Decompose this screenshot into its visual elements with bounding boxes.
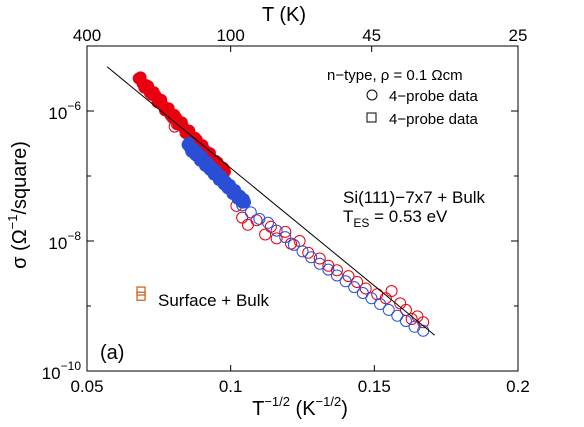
data-point-series-1 bbox=[322, 263, 335, 276]
data-point-series-1 bbox=[287, 238, 300, 251]
data-point-series-1 bbox=[279, 231, 292, 244]
data-point-series-0 bbox=[236, 211, 249, 224]
top-tick-label: 45 bbox=[362, 26, 381, 45]
data-point-series-1 bbox=[348, 281, 361, 294]
y-axis-title: σ (Ω−1/square) bbox=[5, 141, 31, 269]
y-tick-label: 10−10 bbox=[42, 359, 82, 383]
top-tick-label: 25 bbox=[509, 26, 528, 45]
x-axis-title: T−1/2 (K−1/2) bbox=[252, 394, 348, 420]
data-point-series-0 bbox=[170, 118, 183, 130]
data-point-series-1-dense bbox=[239, 196, 252, 209]
data-point-series-0 bbox=[405, 313, 418, 325]
legend-entry-circle: 4−probe data bbox=[389, 88, 478, 105]
plot-frame bbox=[86, 45, 519, 372]
data-point-series-1 bbox=[408, 320, 421, 333]
data-point-series-1 bbox=[399, 314, 412, 327]
data-point-series-1 bbox=[270, 224, 283, 237]
annotation-surface-bulk: Surface + Bulk bbox=[158, 291, 270, 310]
data-point-series-1 bbox=[356, 287, 369, 299]
annotation-bulk-title: Si(111)−7x7 + Bulk bbox=[343, 188, 486, 207]
x-tick-label: 0.15 bbox=[358, 377, 391, 396]
top-tick-label: 100 bbox=[216, 26, 244, 45]
data-point-series-1 bbox=[313, 257, 326, 270]
activation-fit-line bbox=[106, 66, 435, 336]
data-point-series-1 bbox=[262, 216, 275, 229]
x-tick-label: 0.1 bbox=[219, 377, 243, 396]
axis-ticks: 0.05 0.1 0.15 0.2 400 100 45 25 10−10 10−8 10−6 bbox=[42, 26, 530, 396]
data-point-series-1 bbox=[236, 199, 249, 212]
data-point-series-0 bbox=[313, 252, 326, 265]
data-point-series-1 bbox=[374, 298, 387, 311]
x-tick-label: 0.05 bbox=[70, 377, 103, 396]
y-tick-label: 10−8 bbox=[48, 229, 81, 253]
data-point-series-1 bbox=[244, 206, 257, 219]
data-point-series-1 bbox=[391, 309, 404, 322]
y-tick-label: 10−6 bbox=[48, 99, 81, 123]
data-point-series-1 bbox=[305, 251, 318, 264]
data-point-series-0 bbox=[279, 225, 292, 238]
legend: n−type, ρ = 0.1 Ωcm 4−probe data 4−probe… bbox=[327, 67, 478, 128]
top-axis-title: T (K) bbox=[262, 4, 306, 26]
x-tick-label: 0.2 bbox=[506, 377, 530, 396]
data-point-series-0 bbox=[259, 228, 272, 241]
data-point-series-2 bbox=[136, 286, 146, 296]
legend-circle-marker bbox=[366, 89, 378, 101]
data-point-series-1 bbox=[330, 269, 343, 282]
annotation-activation-energy: TES = 0.53 eV bbox=[343, 207, 448, 230]
data-point-series-1 bbox=[339, 275, 352, 288]
data-point-series-1 bbox=[417, 324, 430, 337]
data-point-series-1 bbox=[253, 212, 266, 225]
data-point-series-0 bbox=[270, 232, 283, 245]
legend-square-marker bbox=[366, 112, 377, 123]
legend-title: n−type, ρ = 0.1 Ωcm bbox=[327, 67, 463, 84]
top-tick-label: 400 bbox=[73, 26, 101, 45]
legend-entry-square: 4−probe data bbox=[389, 111, 478, 128]
data-point-series-1 bbox=[365, 292, 378, 305]
data-point-series-1 bbox=[382, 303, 395, 316]
data-series bbox=[132, 71, 430, 337]
panel-label: (a) bbox=[100, 342, 124, 364]
data-point-series-0 bbox=[241, 218, 254, 231]
data-point-series-0 bbox=[330, 264, 343, 277]
data-point-series-1 bbox=[296, 245, 309, 258]
data-point-series-0 bbox=[385, 285, 398, 298]
data-point-series-2 bbox=[136, 291, 146, 301]
